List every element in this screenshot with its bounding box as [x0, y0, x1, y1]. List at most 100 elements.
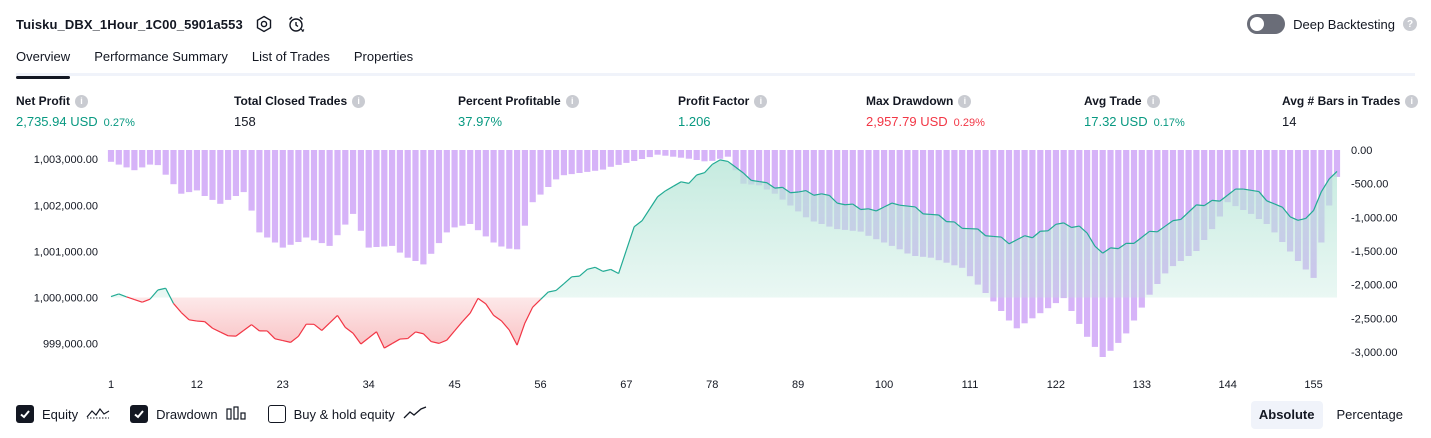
- drawdown-bar: [888, 150, 895, 246]
- drawdown-bar: [521, 150, 528, 226]
- equity-line-segment: [953, 221, 963, 229]
- drawdown-checkbox[interactable]: [130, 405, 149, 423]
- equity-line-segment: [688, 174, 698, 184]
- equity-axis-label: 1,003,000.00: [34, 154, 98, 166]
- deep-backtesting-toggle[interactable]: [1247, 14, 1286, 34]
- equity-line-segment: [852, 203, 861, 210]
- strategy-header: Tuisku_DBX_1Hour_1C00_5901a553: [16, 12, 307, 36]
- percentage-button[interactable]: Percentage: [1336, 407, 1404, 422]
- drawdown-bar: [685, 150, 692, 159]
- metric-label: Profit Factor: [678, 94, 750, 108]
- equity-line-segment: [297, 323, 307, 337]
- equity-line-segment: [1071, 225, 1080, 229]
- equity-line-segment: [1024, 235, 1033, 239]
- drawdown-bar: [1209, 150, 1216, 230]
- metric-value: 14: [1282, 114, 1297, 129]
- legend-drawdown[interactable]: Drawdown: [130, 405, 247, 423]
- metric-avg-bars-in-trades: Avg # Bars in Trades i 14: [1282, 93, 1419, 130]
- drawdown-bar: [240, 150, 247, 193]
- drawdown-bar: [841, 150, 849, 230]
- equity-line-segment: [1180, 211, 1190, 220]
- equity-line-segment: [290, 335, 299, 343]
- metric-amount: 2,957.79 USD: [866, 114, 948, 129]
- equity-checkbox[interactable]: [16, 405, 34, 423]
- drawdown-bar: [545, 150, 552, 187]
- drawdown-bar: [724, 150, 731, 157]
- equity-line-segment: [805, 190, 815, 196]
- drawdown-bar: [927, 150, 934, 258]
- equity-line-segment: [524, 306, 534, 324]
- drawdown-bar: [193, 150, 200, 191]
- display-mode-switch: Absolute Percentage: [1250, 401, 1411, 429]
- help-icon[interactable]: ?: [1403, 17, 1417, 31]
- info-icon[interactable]: i: [565, 94, 579, 108]
- deep-backtesting-label: Deep Backtesting: [1293, 16, 1395, 32]
- drawdown-bar: [389, 150, 396, 246]
- equity-line-segment: [243, 324, 252, 331]
- drawdown-bar: [1232, 150, 1239, 207]
- drawdown-bar: [584, 150, 591, 172]
- equity-line-segment: [1078, 225, 1088, 234]
- equity-line-segment: [321, 322, 331, 331]
- metric-value: 2,735.94 USD 0.27%: [16, 114, 135, 130]
- equity-line-segment: [625, 226, 635, 251]
- buy-hold-checkbox[interactable]: [267, 405, 286, 423]
- info-icon[interactable]: i: [754, 94, 768, 108]
- drawdown-bar: [1029, 150, 1036, 319]
- drawdown-bar: [623, 150, 630, 163]
- metric-percent-profitable: Percent Profitable i 37.97%: [458, 93, 579, 130]
- drawdown-bar: [482, 150, 489, 237]
- gear-icon[interactable]: [253, 13, 275, 35]
- drawdown-bar: [451, 150, 458, 228]
- equity-line-segment: [180, 312, 190, 321]
- absolute-button[interactable]: Absolute: [1250, 401, 1323, 429]
- info-icon[interactable]: i: [1146, 94, 1160, 108]
- legend-buy-hold[interactable]: Buy & hold equity: [267, 405, 427, 423]
- equity-drawdown-chart[interactable]: 1,003,000.00 1,002,000.00 1,001,000.00 1,00…: [0, 140, 1431, 395]
- equity-line-segment: [336, 315, 346, 328]
- equity-line-segment: [500, 320, 510, 331]
- tab-properties[interactable]: Properties: [353, 49, 414, 64]
- drawdown-bar: [1138, 150, 1145, 308]
- equity-axis-label: 999,000.00: [43, 339, 98, 351]
- legend-equity[interactable]: Equity: [16, 405, 110, 423]
- equity-line-segment: [431, 341, 440, 344]
- equity-line-segment: [1032, 230, 1041, 239]
- drawdown-bar: [225, 150, 232, 200]
- drawdown-bar: [896, 150, 903, 250]
- drawdown-bar: [131, 150, 138, 171]
- metric-max-drawdown: Max Drawdown i 2,957.79 USD 0.29%: [866, 93, 985, 130]
- equity-line-segment: [352, 332, 362, 345]
- metric-value: 37.97%: [458, 114, 503, 129]
- info-icon[interactable]: i: [75, 94, 88, 108]
- equity-line-segment: [993, 235, 1002, 238]
- alarm-clock-icon[interactable]: [285, 13, 307, 35]
- drawdown-bar: [514, 150, 521, 250]
- equity-line-segment: [1243, 188, 1252, 191]
- drawdown-bar: [357, 150, 364, 231]
- equity-line-segment: [672, 181, 682, 187]
- equity-line-segment: [485, 303, 495, 316]
- info-icon[interactable]: i: [958, 94, 972, 108]
- drawdown-bar: [334, 150, 341, 236]
- equity-line-segment: [571, 275, 580, 278]
- equity-line-segment: [1274, 203, 1283, 208]
- equity-line-segment: [907, 205, 916, 208]
- info-icon[interactable]: i: [1405, 94, 1419, 108]
- drawdown-bar: [1169, 150, 1177, 267]
- metric-label: Max Drawdown: [866, 94, 954, 108]
- equity-line-segment: [641, 208, 651, 222]
- info-icon[interactable]: i: [352, 94, 366, 108]
- tab-overview[interactable]: Overview: [16, 44, 71, 79]
- equity-line-segment: [1157, 225, 1166, 233]
- drawdown-bar: [607, 150, 614, 167]
- equity-loss-area: [111, 297, 1337, 349]
- equity-line-segment: [220, 331, 229, 337]
- equity-line-segment: [610, 268, 619, 275]
- drawdown-bar: [943, 150, 950, 263]
- drawdown-bar: [1279, 150, 1286, 242]
- drawdown-bar: [966, 150, 974, 277]
- tab-list-of-trades[interactable]: List of Trades: [251, 49, 330, 64]
- x-axis-label: 78: [706, 379, 718, 391]
- tab-performance-summary[interactable]: Performance Summary: [94, 49, 228, 64]
